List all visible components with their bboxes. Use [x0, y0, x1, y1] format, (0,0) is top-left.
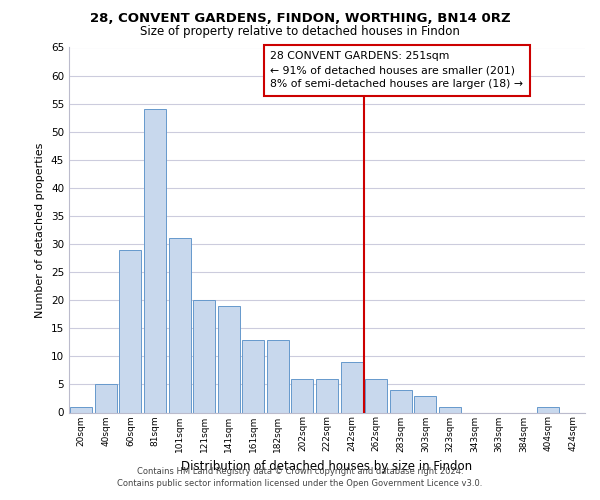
Bar [537, 407, 559, 412]
Bar [144, 110, 166, 412]
Bar [242, 340, 265, 412]
Text: Contains HM Land Registry data © Crown copyright and database right 2024.
Contai: Contains HM Land Registry data © Crown c… [118, 466, 482, 487]
Bar [267, 340, 289, 412]
Bar [119, 250, 142, 412]
Bar [414, 396, 436, 412]
Bar [341, 362, 362, 412]
Bar [193, 300, 215, 412]
Y-axis label: Number of detached properties: Number of detached properties [35, 142, 46, 318]
Bar [292, 379, 313, 412]
Bar [389, 390, 412, 412]
X-axis label: Distribution of detached houses by size in Findon: Distribution of detached houses by size … [181, 460, 473, 473]
Text: 28, CONVENT GARDENS, FINDON, WORTHING, BN14 0RZ: 28, CONVENT GARDENS, FINDON, WORTHING, B… [89, 12, 511, 26]
Text: 28 CONVENT GARDENS: 251sqm
← 91% of detached houses are smaller (201)
8% of semi: 28 CONVENT GARDENS: 251sqm ← 91% of deta… [270, 51, 523, 89]
Bar [218, 306, 240, 412]
Bar [439, 407, 461, 412]
Bar [169, 238, 191, 412]
Bar [316, 379, 338, 412]
Text: Size of property relative to detached houses in Findon: Size of property relative to detached ho… [140, 25, 460, 38]
Bar [70, 407, 92, 412]
Bar [365, 379, 387, 412]
Bar [95, 384, 117, 412]
